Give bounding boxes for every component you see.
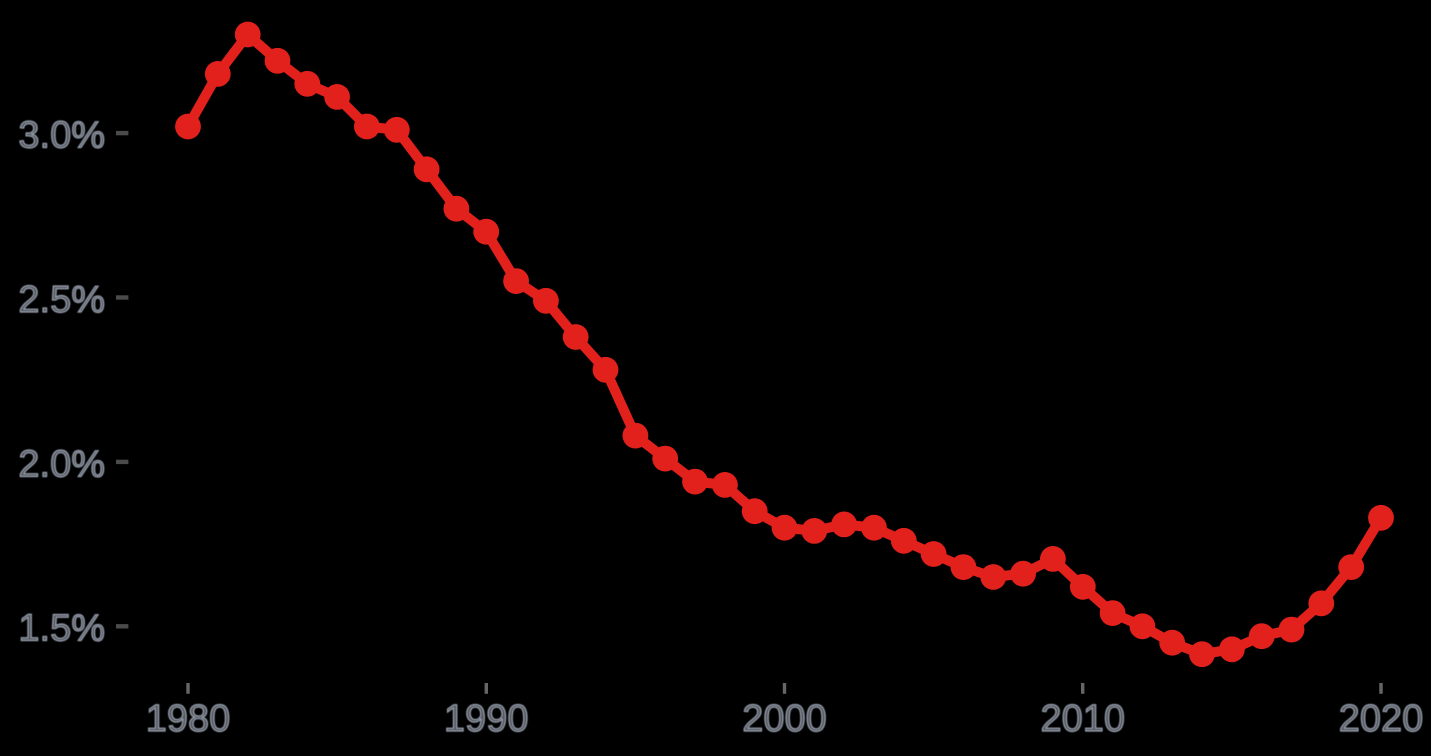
svg-text:2010: 2010: [1041, 698, 1126, 740]
svg-text:1.5%: 1.5%: [18, 608, 105, 650]
svg-text:2.0%: 2.0%: [18, 443, 105, 485]
svg-text:2000: 2000: [742, 698, 827, 740]
svg-text:2.5%: 2.5%: [18, 279, 105, 321]
svg-text:1980: 1980: [146, 698, 231, 740]
svg-text:2020: 2020: [1339, 698, 1424, 740]
svg-text:3.0%: 3.0%: [18, 115, 105, 157]
svg-text:1990: 1990: [444, 698, 529, 740]
